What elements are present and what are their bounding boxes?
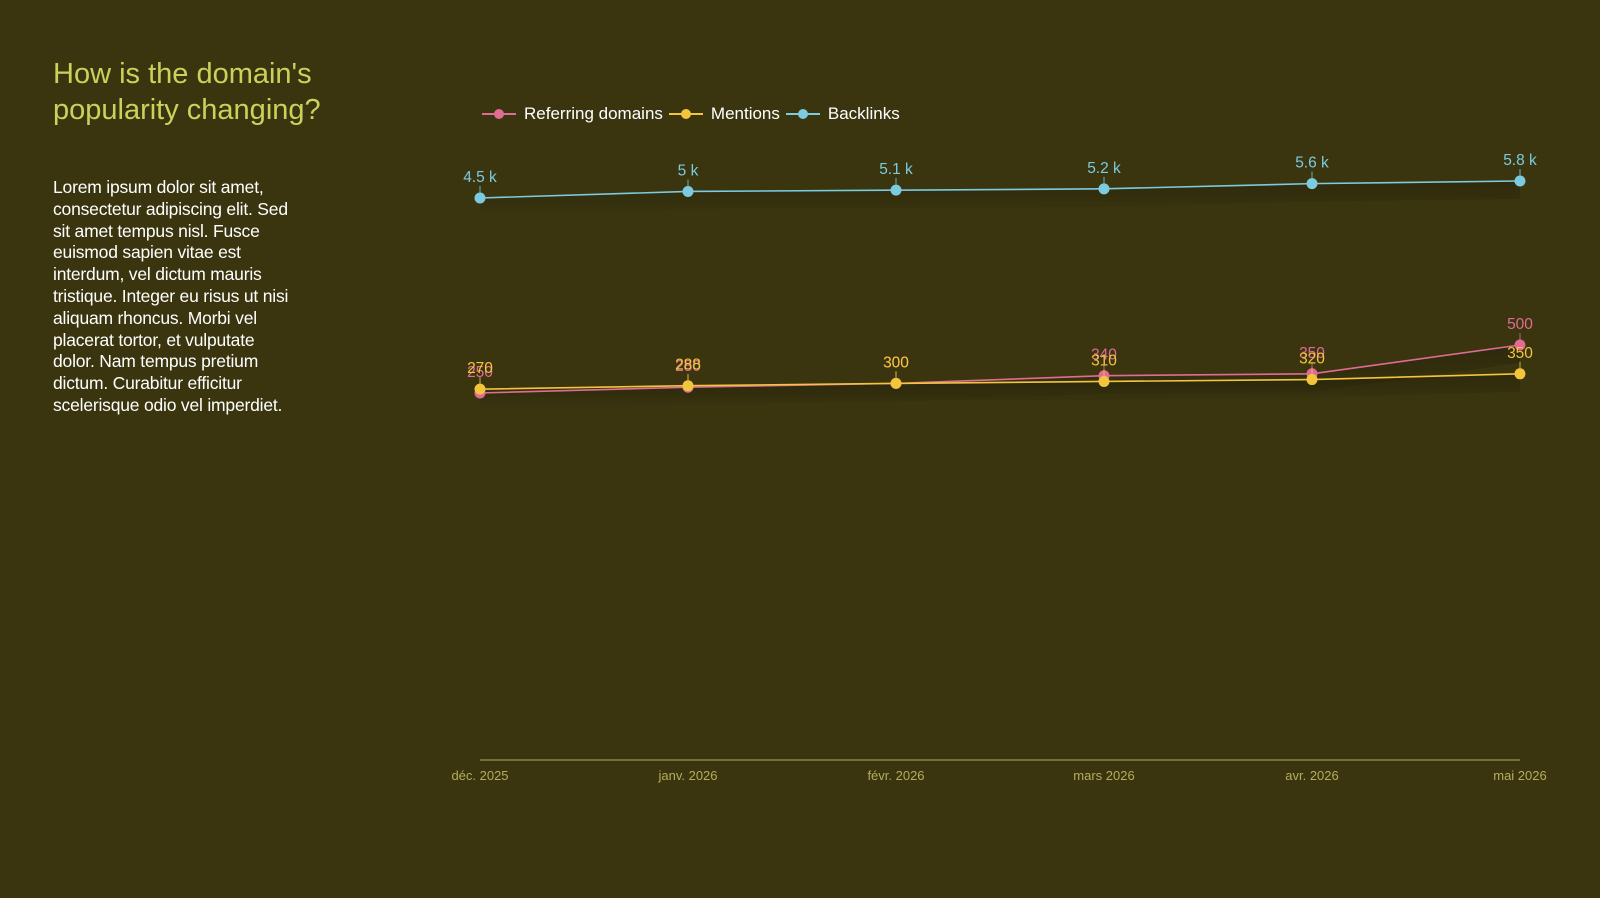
legend-item-backlinks[interactable]: Backlinks — [785, 104, 900, 124]
legend-item-referring-domains[interactable]: Referring domains — [482, 104, 663, 124]
data-label-backlinks: 5.8 k — [1503, 152, 1537, 169]
data-point-mentions[interactable] — [1306, 374, 1318, 386]
description-text: Lorem ipsum dolor sit amet, consectetur … — [53, 177, 289, 415]
data-label-backlinks: 5 k — [678, 162, 699, 179]
series-backlinks: 4.5 k 5 k 5.1 k 5.2 k 5.6 k 5.8 k — [463, 152, 1537, 204]
data-point-backlinks[interactable] — [1306, 178, 1318, 190]
legend-swatch-referring-domains — [482, 107, 516, 121]
series-shadow-backlinks — [480, 181, 1520, 216]
x-tick-label: mai 2026 — [1493, 768, 1546, 783]
series-line-mentions — [479, 373, 1521, 390]
data-label-referring-domains: 280 — [675, 358, 701, 375]
data-point-backlinks[interactable] — [1514, 175, 1526, 187]
data-point-backlinks[interactable] — [682, 185, 694, 197]
data-label-mentions: 350 — [1507, 345, 1533, 362]
data-point-referring-domains[interactable] — [1514, 339, 1526, 351]
data-label-backlinks: 5.2 k — [1087, 160, 1121, 177]
x-tick-label: avr. 2026 — [1285, 768, 1339, 783]
series-line-backlinks — [479, 180, 1521, 199]
data-label-referring-domains: 500 — [1507, 316, 1533, 333]
data-label-mentions: 270 — [467, 360, 493, 377]
data-label-backlinks: 4.5 k — [463, 169, 497, 186]
x-tick-label: déc. 2025 — [451, 768, 508, 783]
legend-item-mentions[interactable]: Mentions — [668, 104, 780, 124]
data-label-mentions: 310 — [1091, 352, 1117, 369]
chart-legend: Referring domains Mentions Backlinks — [482, 104, 906, 124]
data-point-mentions[interactable] — [682, 380, 694, 392]
x-tick-label: févr. 2026 — [867, 768, 924, 783]
data-point-mentions[interactable] — [890, 377, 902, 389]
legend-swatch-mentions — [668, 107, 703, 121]
legend-label-backlinks: Backlinks — [827, 104, 900, 123]
data-label-backlinks: 5.6 k — [1295, 155, 1329, 172]
data-label-referring-domains: 350 — [1299, 345, 1325, 362]
series-line-referring-domains — [479, 344, 1521, 394]
data-label-mentions: 288 — [675, 357, 701, 374]
data-point-backlinks[interactable] — [474, 192, 486, 204]
legend-label-mentions: Mentions — [710, 104, 780, 123]
data-label-backlinks: 5.1 k — [879, 161, 913, 178]
data-point-mentions[interactable] — [474, 383, 486, 395]
legend-swatch-backlinks — [785, 107, 820, 121]
data-point-backlinks[interactable] — [1098, 183, 1110, 195]
data-point-backlinks[interactable] — [890, 184, 902, 196]
data-label-referring-domains: 250 — [467, 364, 493, 381]
data-label-mentions: 320 — [1299, 351, 1325, 368]
x-tick-label: janv. 2026 — [657, 768, 717, 783]
series-mentions: 270 288 300 310 320 350 — [467, 345, 1533, 395]
x-tick-label: mars 2026 — [1073, 768, 1134, 783]
data-label-referring-domains: 300 — [883, 354, 909, 371]
series-shadow-mentions — [480, 373, 1520, 408]
data-label-mentions: 300 — [883, 354, 909, 371]
data-label-referring-domains: 340 — [1091, 347, 1117, 364]
page-title: How is the domain's popularity changing? — [53, 58, 321, 126]
data-point-mentions[interactable] — [1098, 375, 1110, 387]
legend-label-referring-domains: Referring domains — [524, 104, 663, 123]
data-point-mentions[interactable] — [1514, 368, 1526, 380]
